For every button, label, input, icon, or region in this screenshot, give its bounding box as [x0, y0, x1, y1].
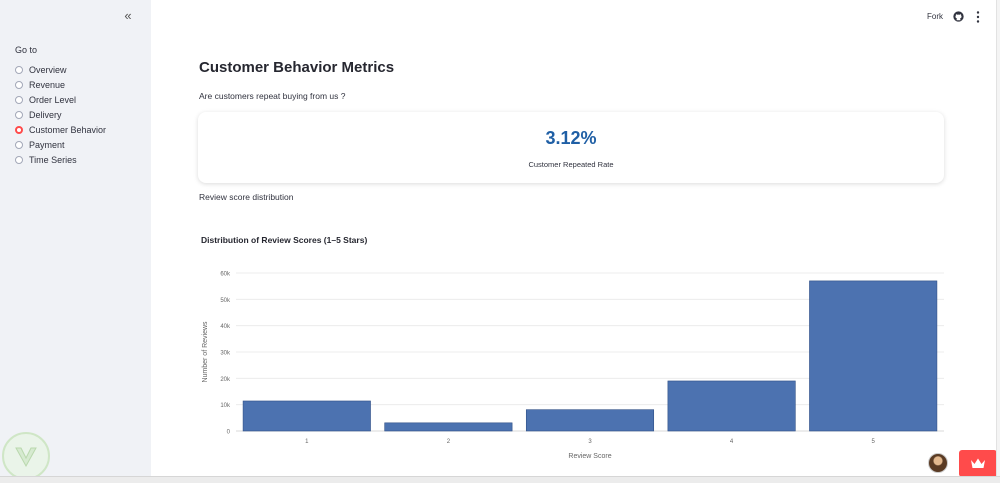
bar-score-3[interactable]	[525, 409, 655, 432]
nav-item-overview[interactable]: Overview	[15, 62, 106, 77]
x-tick-label: 4	[730, 439, 734, 445]
nav-label: Go to	[15, 45, 38, 55]
radio-unchecked-icon[interactable]	[15, 140, 23, 149]
fork-button[interactable]: Fork	[927, 12, 943, 21]
y-tick-label: 10k	[220, 403, 231, 409]
y-tick-label: 0	[227, 430, 231, 436]
watermark-logo-icon	[2, 432, 50, 480]
radio-unchecked-icon[interactable]	[15, 155, 23, 164]
nav-item-label: Customer Behavior	[29, 124, 107, 135]
nav-item-revenue[interactable]: Revenue	[15, 77, 106, 92]
nav-item-label: Order Level	[29, 94, 77, 105]
window-bottom-edge	[0, 476, 1000, 483]
radio-unchecked-icon[interactable]	[15, 95, 23, 104]
metric-value: 3.12%	[545, 128, 597, 148]
crown-icon	[971, 458, 985, 468]
y-tick-label: 60k	[220, 272, 231, 278]
bar-score-5[interactable]	[809, 280, 938, 432]
nav-item-label: Revenue	[29, 79, 66, 90]
y-tick-label: 40k	[220, 324, 231, 330]
bar-score-1[interactable]	[242, 400, 371, 432]
nav-item-order-level[interactable]: Order Level	[15, 92, 106, 107]
nav-item-label: Overview	[29, 64, 67, 75]
x-tick-label: 3	[588, 439, 592, 445]
metric-label: Customer Repeated Rate	[528, 160, 614, 169]
avatar[interactable]	[928, 453, 948, 473]
nav-item-label: Payment	[29, 139, 65, 150]
radio-checked-icon[interactable]	[15, 125, 23, 134]
github-icon[interactable]	[953, 11, 964, 22]
scrollbar-track[interactable]	[996, 0, 1000, 476]
nav-radio-group: Overview Revenue Order Level Delivery Custom…	[15, 62, 106, 167]
sidebar: « Go to Overview Revenue Order Level Delive…	[0, 0, 151, 480]
y-axis-label: Number of Reviews	[202, 321, 209, 383]
nav-item-customer-behavior[interactable]: Customer Behavior	[15, 122, 106, 137]
radio-unchecked-icon[interactable]	[15, 80, 23, 89]
nav-item-time-series[interactable]: Time Series	[15, 152, 106, 167]
y-tick-label: 20k	[220, 377, 231, 383]
x-tick-label: 5	[872, 439, 876, 445]
nav-item-label: Time Series	[29, 154, 77, 165]
metric-card: 3.12% Customer Repeated Rate	[198, 112, 944, 183]
nav-item-label: Delivery	[29, 109, 62, 120]
nav-item-payment[interactable]: Payment	[15, 137, 106, 152]
x-axis-label: Review Score	[568, 453, 611, 460]
nav-item-delivery[interactable]: Delivery	[15, 107, 106, 122]
x-tick-label: 2	[447, 439, 451, 445]
radio-unchecked-icon[interactable]	[15, 110, 23, 119]
streamlit-crown-button[interactable]	[959, 450, 997, 477]
review-score-bar-chart: Distribution of Review Scores (1–5 Stars…	[201, 235, 944, 460]
page-title: Customer Behavior Metrics	[199, 59, 395, 76]
bar-score-4[interactable]	[667, 380, 796, 432]
question-text: Are customers repeat buying from us ?	[199, 91, 346, 101]
y-tick-label: 50k	[220, 298, 231, 304]
x-tick-label: 1	[305, 439, 309, 445]
chart-title: Distribution of Review Scores (1–5 Stars…	[201, 235, 367, 245]
section-label: Review score distribution	[199, 192, 294, 202]
bar-score-2[interactable]	[384, 422, 513, 432]
y-tick-label: 30k	[220, 351, 231, 357]
radio-unchecked-icon[interactable]	[15, 65, 23, 74]
more-vertical-icon[interactable]	[975, 10, 981, 24]
collapse-sidebar-icon[interactable]: «	[124, 8, 132, 23]
